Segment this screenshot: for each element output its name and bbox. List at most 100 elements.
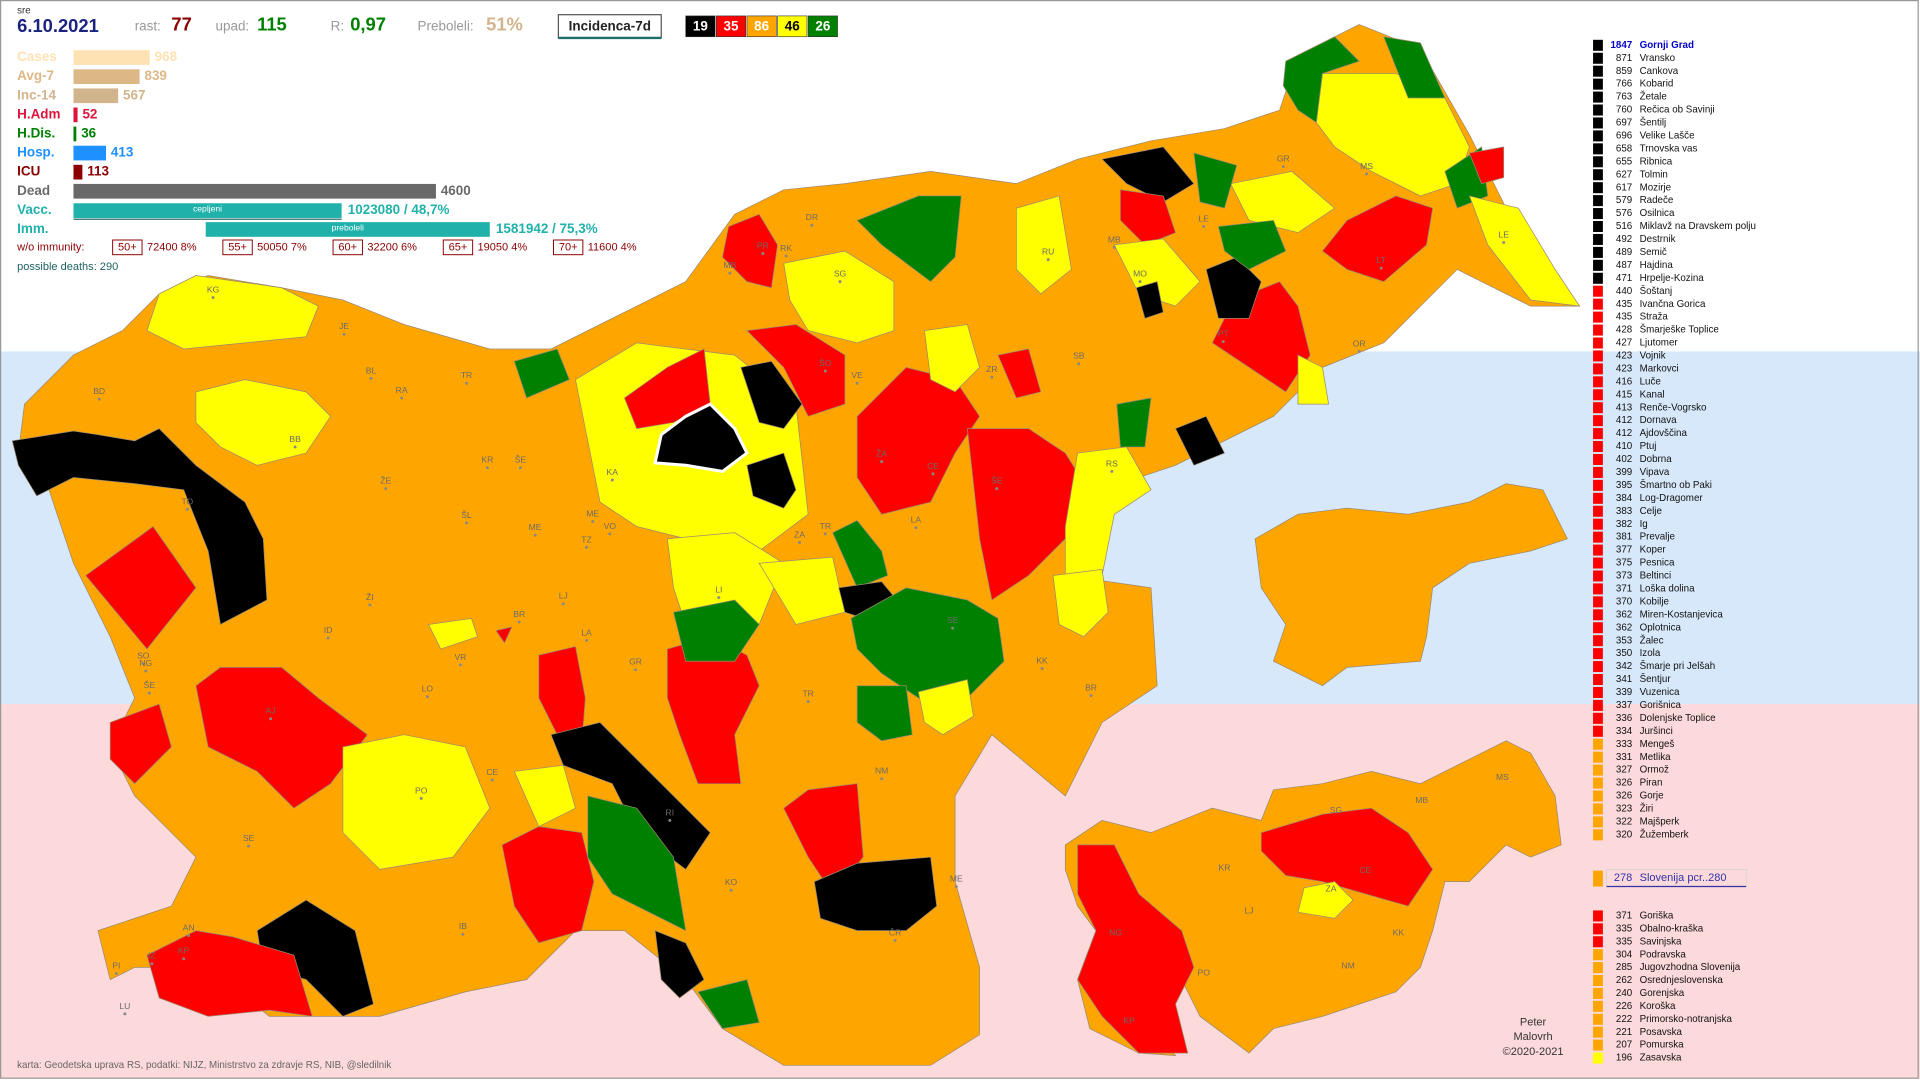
list-value: 871	[1616, 53, 1632, 64]
municipality-area	[1101, 146, 1195, 203]
list-value: 655	[1616, 156, 1633, 167]
map-dot	[97, 397, 101, 401]
day: sre	[17, 6, 31, 17]
list-value: 375	[1616, 558, 1633, 569]
legend-count: 26	[815, 19, 830, 34]
list-name: Mengeš	[1640, 739, 1675, 750]
map-dot	[995, 487, 999, 491]
map-dot	[990, 375, 994, 379]
map-dot	[485, 466, 489, 470]
map-label: KK	[1036, 655, 1048, 665]
stat-bar	[73, 50, 150, 65]
map-label: MO	[1133, 269, 1147, 279]
map-dot	[1202, 225, 1206, 229]
list-name: Vojnik	[1640, 351, 1666, 362]
list-value: 763	[1616, 92, 1633, 103]
map-dot	[1379, 266, 1383, 270]
municipality-area	[1282, 36, 1360, 124]
list-value: 335	[1616, 936, 1633, 947]
legend-box	[807, 15, 838, 38]
map-dot	[761, 252, 765, 255]
list-name: Miklavž na Dravskem polju	[1640, 221, 1756, 232]
list-name: Juršinci	[1640, 726, 1673, 737]
map-dot	[1502, 240, 1506, 244]
map-label: ŠE	[991, 475, 1003, 485]
list-value: 320	[1616, 829, 1633, 840]
list-swatch	[1593, 803, 1603, 815]
map-label: MB	[723, 260, 736, 270]
list-name: Ig	[1640, 519, 1648, 530]
list-name: Ormož	[1640, 765, 1669, 776]
map-dot	[342, 332, 346, 336]
stat-label: ICU	[17, 164, 40, 179]
stat-label: Avg-7	[17, 68, 54, 83]
municipality-area	[11, 428, 268, 626]
list-name: Pesnica	[1640, 558, 1675, 569]
list-swatch	[1593, 622, 1603, 634]
list-swatch	[1593, 52, 1603, 64]
list-swatch	[1593, 117, 1603, 129]
rast-label: rast:	[135, 19, 161, 34]
map-dot	[247, 844, 251, 848]
municipality-area	[1230, 171, 1336, 234]
map-label: KA	[607, 467, 619, 477]
municipality-area	[587, 795, 687, 932]
map-dot	[729, 888, 733, 892]
map-dot	[893, 938, 897, 942]
list-swatch	[1593, 1000, 1603, 1012]
map-dot	[425, 695, 429, 699]
municipality-area	[856, 366, 981, 515]
date: 6.10.2021	[17, 15, 99, 36]
preboleli-label: Preboleli:	[418, 19, 474, 34]
list-value: 658	[1616, 143, 1633, 154]
rast: 77	[171, 14, 191, 35]
map-label: NG	[139, 658, 152, 668]
list-value: 327	[1616, 765, 1632, 776]
list-value: 304	[1616, 949, 1633, 960]
municipality-area	[917, 679, 974, 736]
map-dot	[293, 445, 297, 449]
map-label: ŠO	[819, 358, 832, 368]
map-label: TR	[461, 370, 472, 380]
list-swatch	[1593, 1013, 1603, 1025]
municipality-area	[1297, 354, 1330, 405]
map-dot	[823, 532, 827, 536]
list-swatch	[1593, 936, 1603, 948]
list-swatch	[1593, 91, 1603, 103]
municipality-area	[654, 930, 705, 999]
map-label: ID	[324, 625, 333, 635]
list-value: 381	[1616, 532, 1632, 543]
list-name: Mozirje	[1640, 182, 1672, 193]
list-swatch	[1593, 987, 1603, 999]
stat-value: 52	[82, 106, 97, 121]
map-label: RI	[666, 807, 675, 817]
map-label: KG	[207, 284, 220, 294]
list-name: Primorsko-notranjska	[1640, 1014, 1733, 1025]
stat-bar	[73, 69, 140, 85]
list-value: 487	[1616, 260, 1632, 271]
map-label: VE	[851, 370, 863, 380]
map-dot	[951, 626, 955, 630]
list-value: 342	[1616, 661, 1632, 672]
list-swatch	[1593, 311, 1603, 323]
stat-bar	[73, 126, 77, 142]
municipality-area	[495, 626, 513, 644]
map-dot	[806, 700, 810, 704]
map-label: BL	[366, 365, 377, 375]
region-map-label: KP	[1123, 1015, 1135, 1025]
list-swatch	[1593, 376, 1603, 388]
municipality-area	[342, 734, 491, 870]
map-label: SG	[834, 269, 847, 279]
map-label: LA	[581, 627, 592, 637]
map-label: BB	[289, 434, 301, 444]
list-swatch	[1593, 777, 1603, 789]
list-swatch	[1593, 1039, 1603, 1051]
municipality-area	[1321, 195, 1434, 283]
list-name: Piran	[1640, 778, 1663, 789]
map-label: ČR	[889, 927, 901, 937]
list-value: 412	[1616, 428, 1632, 439]
municipality-area	[1077, 844, 1195, 1054]
list-value: 627	[1616, 169, 1632, 180]
list-swatch	[1593, 272, 1603, 284]
map-dot	[141, 662, 145, 666]
